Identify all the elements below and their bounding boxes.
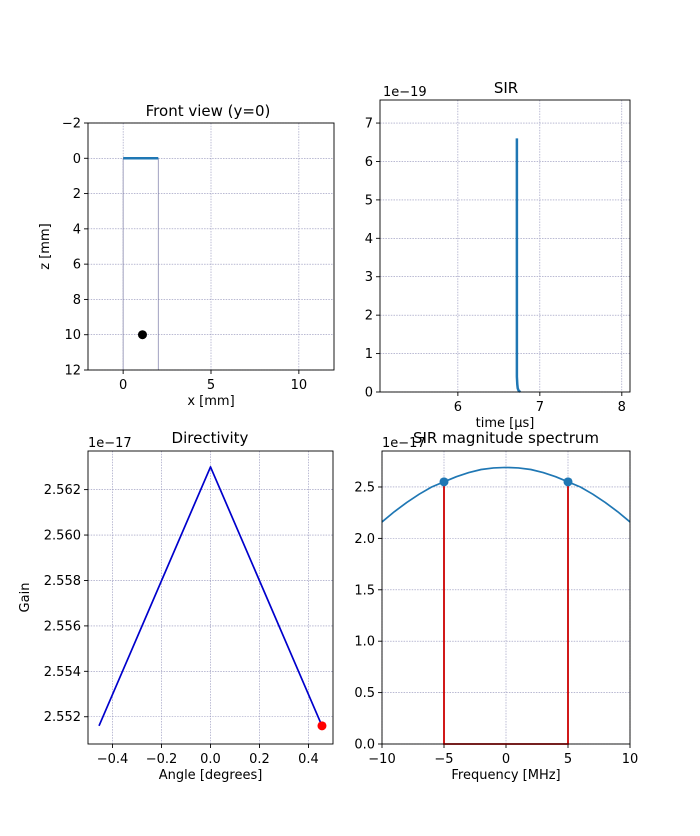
subplot-title: Front view (y=0) [146, 102, 271, 120]
y-tick-label: 2.552 [44, 710, 81, 725]
axes-frame [381, 450, 631, 745]
y-tick-label: 3 [365, 270, 373, 285]
x-tick-label: 0.0 [200, 752, 221, 767]
series-line [98, 466, 323, 727]
x-tick-label: 0.4 [298, 752, 319, 767]
series-line [515, 138, 522, 393]
axis-offset-text: 1e−19 [383, 85, 427, 100]
subplot-1: 0 5 10 −2 0 2 4 6 8 10 12 Front view (y=0) x [mm] z [… [38, 102, 335, 409]
y-tick-label: 2.5 [354, 480, 375, 495]
y-tick-label: 6 [365, 155, 373, 170]
y-tick-label: 12 [64, 364, 81, 379]
subplot-2: 6 7 8 0 1 2 3 4 5 6 7 SIR time [µs] 1e−19 [365, 79, 631, 431]
x-tick-label: −0.4 [97, 752, 129, 767]
x-axis-label: Frequency [MHz] [451, 768, 560, 783]
axes-frame [87, 450, 334, 745]
x-axis-label: time [µs] [476, 416, 535, 431]
band-lines [443, 481, 569, 745]
x-tick-label: 6 [454, 400, 462, 415]
subplot-4: −10 −5 0 5 10 0.0 0.5 1.0 1.5 2.0 2.5 SIR magnitude… [354, 429, 638, 783]
y-tick-label: 4 [365, 232, 373, 247]
y-tick-label: 1.0 [354, 635, 375, 650]
y-tick-label: 0 [365, 386, 373, 401]
y-tick-label: −2 [62, 117, 81, 132]
series-line [381, 466, 631, 523]
y-tick-label: 7 [365, 117, 373, 132]
x-tick-label: 5 [564, 752, 572, 767]
y-tick-label: 2.560 [44, 529, 81, 544]
y-tick-label: 8 [73, 293, 81, 308]
y-tick-label: 2 [365, 309, 373, 324]
y-tick-label: 0.5 [354, 686, 375, 701]
y-tick-label: 2 [73, 187, 81, 202]
y-tick-label: 10 [64, 328, 81, 343]
axis-offset-text: 1e−17 [382, 436, 426, 451]
x-tick-label: 0.2 [249, 752, 270, 767]
subplot-title: SIR [494, 79, 518, 97]
x-tick-label: −0.2 [146, 752, 178, 767]
x-tick-label: 5 [207, 378, 215, 393]
y-tick-label: 6 [73, 258, 81, 273]
y-axis-label: z [mm] [38, 223, 53, 269]
band-edge-marker [439, 477, 449, 487]
y-tick-label: 0 [73, 152, 81, 167]
y-tick-label: 1.5 [354, 583, 375, 598]
x-tick-label: 0 [119, 378, 127, 393]
y-tick-label: 5 [365, 193, 373, 208]
y-tick-label: 2.562 [44, 483, 81, 498]
band-edge-marker [563, 477, 573, 487]
subplot-3: −0.4 −0.2 0.0 0.2 0.4 2.552 2.554 2.556 2.558 2.5… [18, 429, 334, 783]
y-axis-label: Gain [18, 583, 33, 613]
axis-offset-text: 1e−17 [88, 436, 132, 451]
x-tick-label: 8 [618, 400, 626, 415]
y-tick-label: 1 [365, 347, 373, 362]
x-axis-label: Angle [degrees] [159, 768, 263, 783]
field-point [137, 330, 147, 340]
current-angle-marker [317, 721, 327, 731]
x-tick-label: −10 [368, 752, 395, 767]
x-tick-label: 10 [622, 752, 639, 767]
y-tick-label: 2.556 [44, 619, 81, 634]
y-tick-label: 2.558 [44, 574, 81, 589]
subplot-title: Directivity [172, 429, 249, 447]
axes-frame [87, 122, 335, 371]
x-tick-label: 0 [502, 752, 510, 767]
y-tick-label: 2.0 [354, 532, 375, 547]
y-tick-label: 0.0 [354, 738, 375, 753]
subplot-title: SIR magnitude spectrum [413, 429, 599, 447]
x-axis-label: x [mm] [187, 394, 234, 409]
x-tick-label: −5 [434, 752, 453, 767]
x-tick-label: 10 [291, 378, 308, 393]
y-tick-label: 2.554 [44, 665, 81, 680]
x-tick-label: 7 [536, 400, 544, 415]
y-tick-label: 4 [73, 222, 81, 237]
axes-frame [379, 99, 631, 393]
